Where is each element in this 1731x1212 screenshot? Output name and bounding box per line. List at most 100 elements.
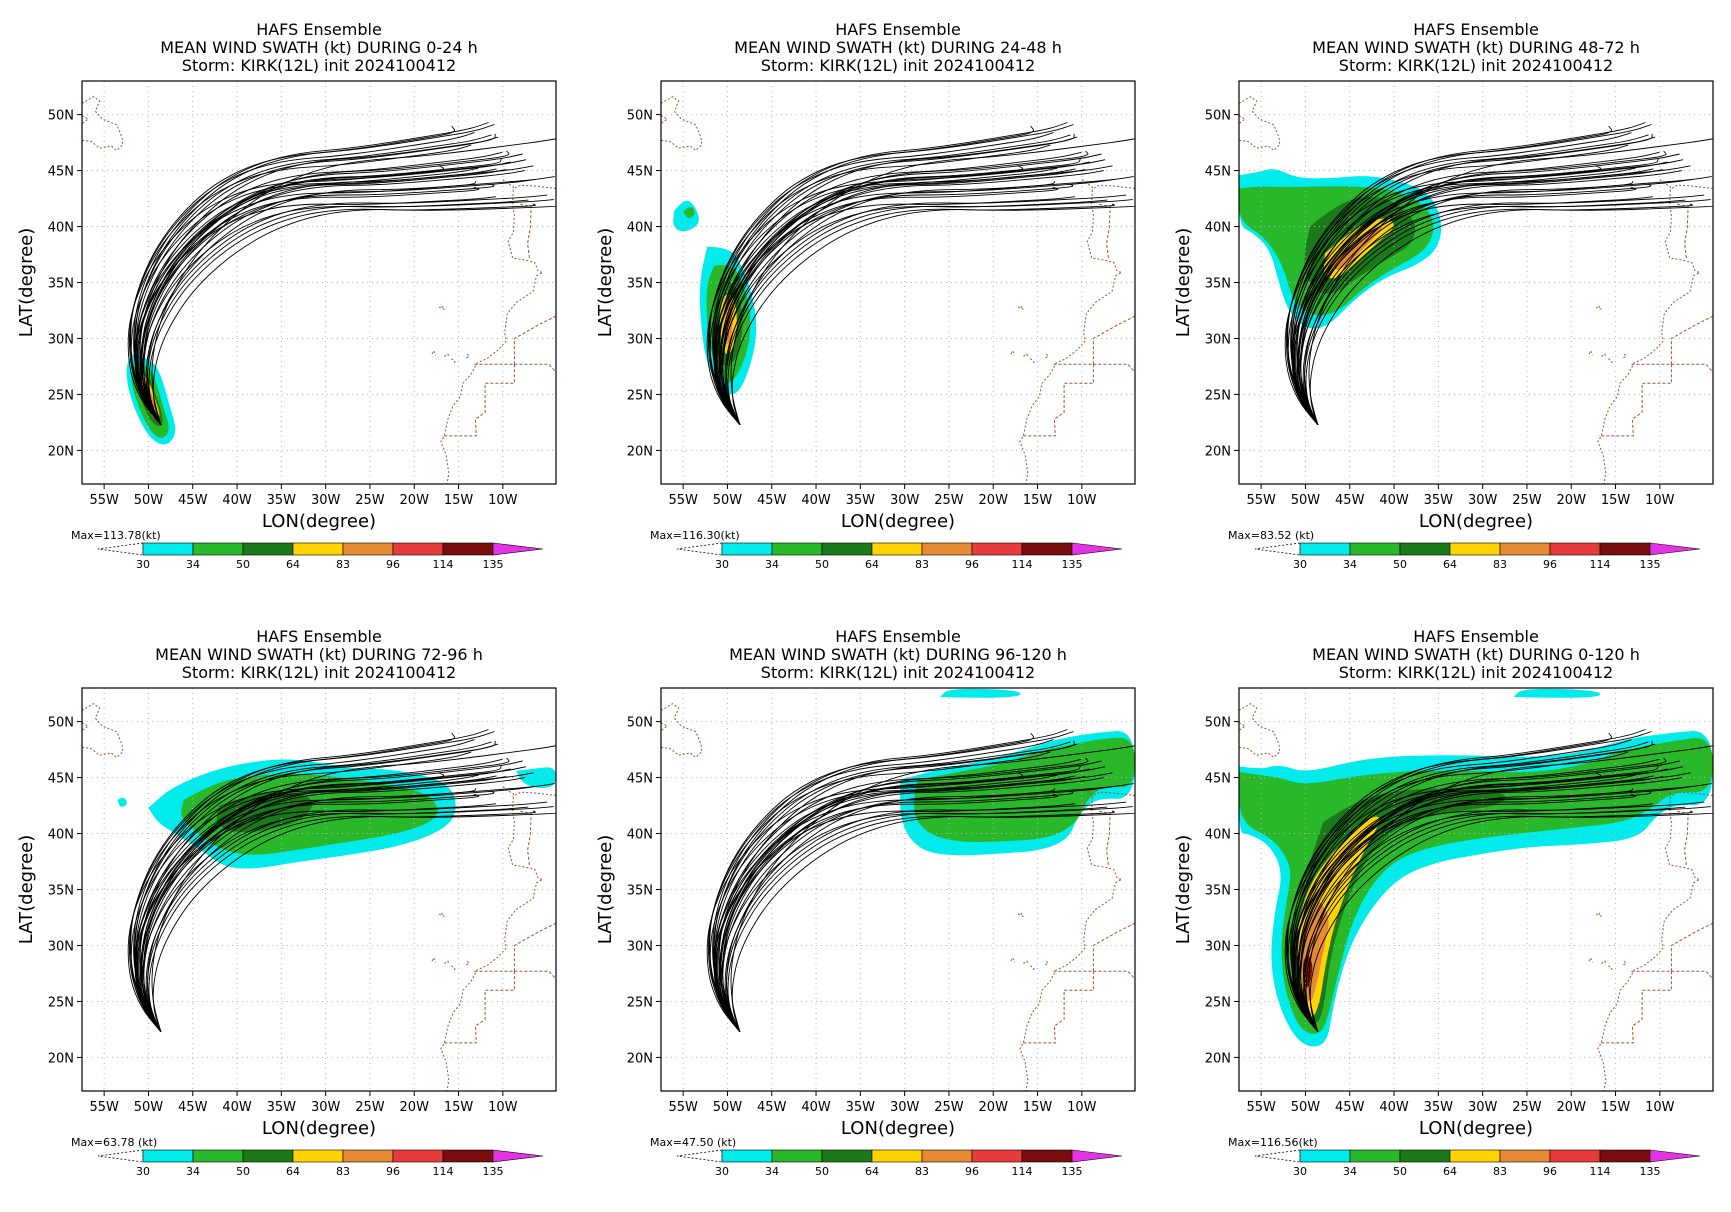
colorbar-under-arrow <box>97 1149 144 1163</box>
colorbar-level-label: 83 <box>1493 558 1507 571</box>
ensemble-track <box>719 158 1081 425</box>
lon-tick-label: 30W <box>311 493 341 508</box>
country-border <box>513 315 556 365</box>
ensemble-track <box>719 153 1102 425</box>
colorbar-segment <box>242 1149 294 1163</box>
ensemble-track <box>127 165 445 425</box>
ensemble-track <box>134 731 495 1032</box>
ensemble-track <box>1295 161 1668 425</box>
colorbar-segment <box>1349 1149 1401 1163</box>
colorbar-level-label: 96 <box>386 1165 400 1178</box>
colorbar-segment <box>1599 1149 1651 1163</box>
colorbar-level-label: 135 <box>483 1165 504 1178</box>
lat-tick-label: 25N <box>48 995 74 1010</box>
lat-tick-label: 30N <box>1205 939 1231 954</box>
panel-title-storm: Storm: KIRK(12L) init 2024100412 <box>1339 56 1613 75</box>
ensemble-track <box>1300 757 1667 1032</box>
colorbar-segment <box>821 542 873 556</box>
lon-tick-label: 55W <box>89 1100 119 1115</box>
colorbar-level-label: 30 <box>1293 558 1307 571</box>
coastline <box>1019 179 1124 484</box>
colorbar-level-label: 114 <box>1590 1165 1611 1178</box>
panel-title-model: HAFS Ensemble <box>1413 627 1539 646</box>
colorbar-segment <box>1399 1149 1451 1163</box>
coastline <box>1030 965 1035 971</box>
ensemble-track <box>129 751 472 1032</box>
coastline <box>661 115 669 124</box>
ensemble-tracks <box>1284 122 1713 425</box>
lat-tick-label: 25N <box>1205 995 1231 1010</box>
lon-tick-label: 45W <box>178 493 208 508</box>
ensemble-track <box>722 178 1115 425</box>
ensemble-track <box>1300 150 1667 425</box>
ensemble-track <box>709 125 1035 425</box>
panel-title-period: MEAN WIND SWATH (kt) DURING 72-96 h <box>155 645 483 664</box>
ensemble-track <box>135 775 497 1032</box>
ensemble-track <box>1296 183 1652 425</box>
lat-tick-label: 25N <box>1205 388 1231 403</box>
colorbar-segment <box>192 1149 244 1163</box>
country-border <box>518 203 532 258</box>
wind-swath-level-83 <box>1333 226 1383 270</box>
panel-title-model: HAFS Ensemble <box>1413 20 1539 39</box>
ensemble-track <box>718 790 1074 1032</box>
ensemble-track <box>129 144 472 425</box>
coastline <box>431 956 436 963</box>
lon-tick-label: 35W <box>846 1100 876 1115</box>
country-border <box>1020 970 1094 1044</box>
colorbar-over-arrow <box>1071 1149 1123 1163</box>
colorbar-level-label: 64 <box>1443 1165 1457 1178</box>
lat-tick-label: 50N <box>627 716 653 731</box>
lat-tick-label: 30N <box>627 332 653 347</box>
lon-tick-label: 10W <box>1645 1100 1675 1115</box>
ensemble-track <box>143 178 536 425</box>
coastline <box>444 353 450 358</box>
lon-tick-label: 45W <box>757 1100 787 1115</box>
colorbar-level-label: 50 <box>236 1165 250 1178</box>
lon-tick-label: 45W <box>178 1100 208 1115</box>
ensemble-track <box>718 183 1074 425</box>
ensemble-track <box>717 161 1090 425</box>
colorbar-level-label: 34 <box>186 558 200 571</box>
lat-tick-label: 50N <box>627 109 653 124</box>
coastline <box>512 791 556 798</box>
lon-tick-label: 40W <box>222 1100 252 1115</box>
lon-tick-label: 40W <box>222 493 252 508</box>
lon-tick-label: 50W <box>713 1100 743 1115</box>
ensemble-track <box>1293 151 1660 425</box>
lat-tick-label: 35N <box>627 884 653 899</box>
ensemble-track <box>134 180 477 425</box>
lon-tick-label: 40W <box>1379 1100 1409 1115</box>
ensemble-tracks <box>127 729 556 1032</box>
panel-title-model: HAFS Ensemble <box>256 627 382 646</box>
ensemble-track <box>709 732 1035 1032</box>
coastline <box>464 353 470 360</box>
lon-tick-label: 45W <box>757 493 787 508</box>
ensemble-track <box>1302 801 1705 1032</box>
ensemble-track <box>147 176 555 425</box>
ensemble-track <box>720 159 1106 425</box>
lat-tick-label: 30N <box>48 332 74 347</box>
colorbar-segment <box>292 542 344 556</box>
lat-tick-label: 35N <box>48 884 74 899</box>
coastline <box>1595 305 1602 310</box>
colorbar-level-label: 50 <box>236 558 250 571</box>
ensemble-track <box>713 731 1074 1032</box>
coastline <box>1621 960 1627 967</box>
ensemble-track <box>1304 783 1712 1032</box>
coastline <box>1601 960 1607 965</box>
ensemble-track <box>130 732 456 1032</box>
colorbar-level-label: 96 <box>965 1165 979 1178</box>
lon-tick-label: 10W <box>488 493 518 508</box>
colorbar-under-arrow <box>676 1149 723 1163</box>
ensemble-track <box>726 783 1134 1032</box>
colorbar-under-arrow <box>1254 542 1301 556</box>
ensemble-track <box>1291 124 1652 425</box>
colorbar-level-label: 114 <box>1590 558 1611 571</box>
map-area <box>661 688 1135 1091</box>
ensemble-track <box>708 144 1051 425</box>
ensemble-track <box>138 768 511 1032</box>
ensemble-track <box>145 194 548 425</box>
colorbar-level-label: 30 <box>136 1165 150 1178</box>
